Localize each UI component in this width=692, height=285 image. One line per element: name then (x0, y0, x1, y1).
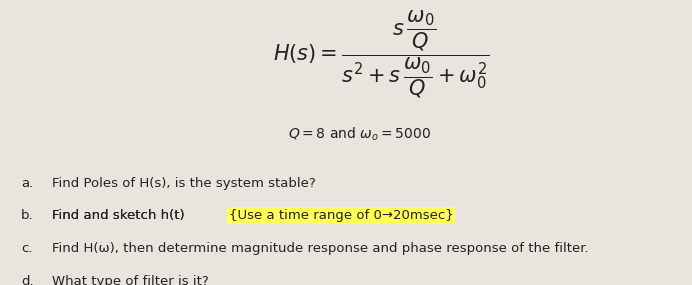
Text: $Q = 8$ and $\omega_o = 5000$: $Q = 8$ and $\omega_o = 5000$ (289, 125, 431, 143)
Text: Find Poles of H(s), is the system stable?: Find Poles of H(s), is the system stable… (52, 177, 316, 190)
Text: a.: a. (21, 177, 33, 190)
Text: b.: b. (21, 209, 33, 223)
Text: What type of filter is it?: What type of filter is it? (52, 275, 209, 285)
Text: d.: d. (21, 275, 33, 285)
Text: $H(s) = \dfrac{s\,\dfrac{\omega_0}{Q}}{s^2 + s\,\dfrac{\omega_0}{Q} + \omega_0^2: $H(s) = \dfrac{s\,\dfrac{\omega_0}{Q}}{s… (273, 9, 489, 100)
Text: Find H(ω), then determine magnitude response and phase response of the filter.: Find H(ω), then determine magnitude resp… (52, 242, 588, 255)
Text: Find and sketch h(t): Find and sketch h(t) (52, 209, 189, 223)
Text: {Use a time range of 0→20msec}: {Use a time range of 0→20msec} (228, 209, 453, 223)
Text: c.: c. (21, 242, 33, 255)
Text: Find and sketch h(t): Find and sketch h(t) (52, 209, 189, 223)
